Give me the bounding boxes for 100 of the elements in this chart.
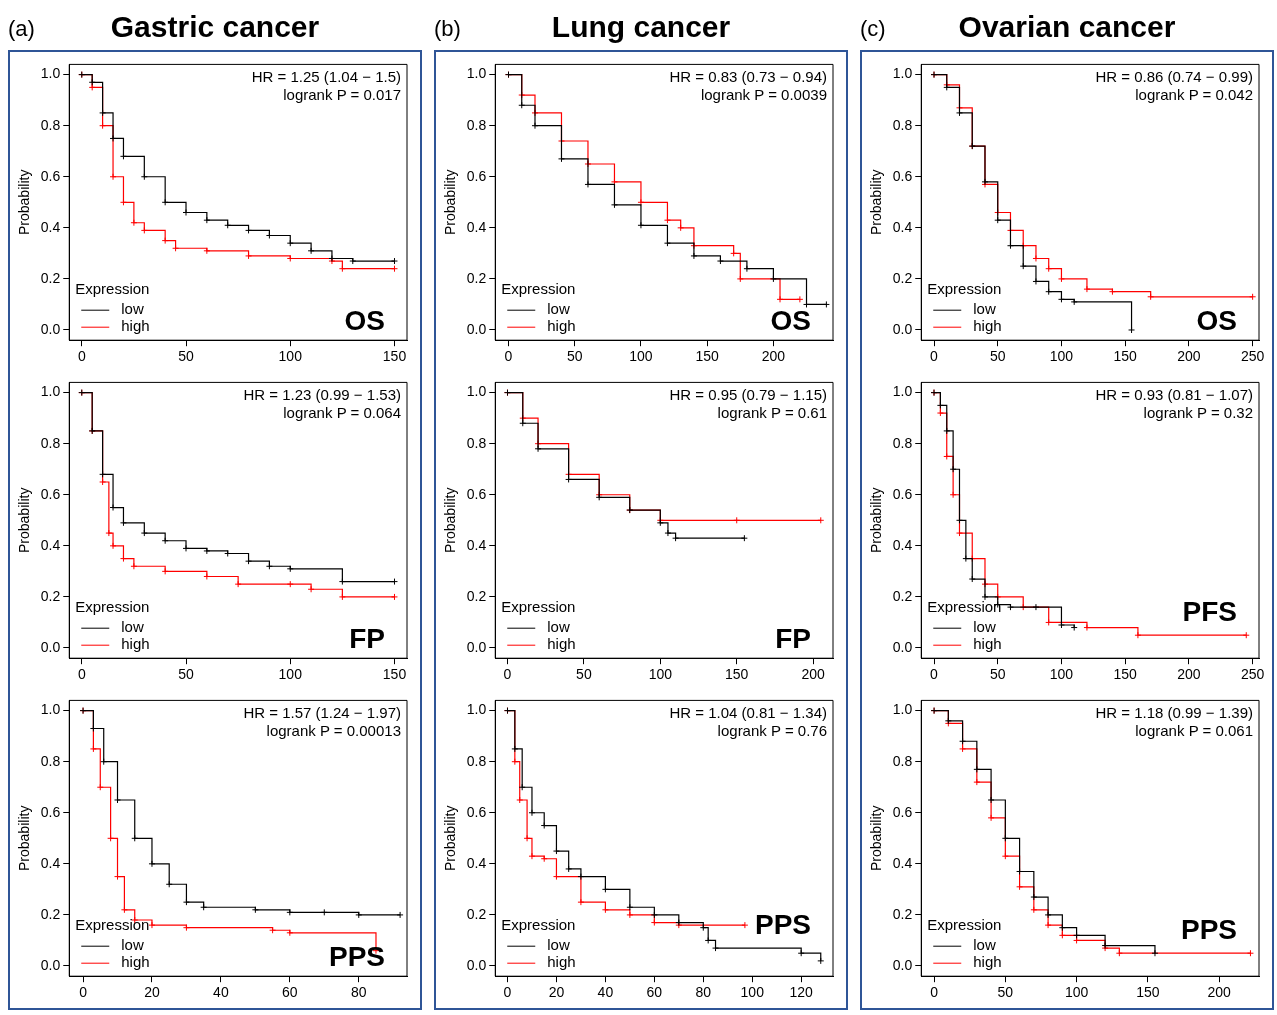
point: [161, 237, 169, 245]
y-axis-title: Probability: [442, 169, 459, 235]
point: [286, 239, 294, 247]
annotation: HR = 0.86 (0.74 − 0.99): [1095, 68, 1253, 86]
point: [130, 562, 138, 570]
x-tick-label: 150: [1113, 666, 1138, 683]
point: [672, 534, 680, 542]
legend-title: Expression: [501, 597, 576, 615]
point: [973, 778, 981, 786]
y-axis-title: Probability: [442, 487, 459, 553]
point: [730, 249, 738, 257]
point: [1057, 621, 1065, 629]
y-tick-label: 0.0: [466, 638, 487, 655]
legend-label: high: [121, 952, 150, 970]
legend-label: low: [121, 617, 144, 635]
x-tick-label: 150: [1113, 348, 1138, 365]
point: [265, 562, 273, 570]
annotation: PPS: [754, 908, 811, 940]
y-axis-title: Probability: [442, 805, 459, 871]
legend-title: Expression: [75, 597, 150, 615]
x-tick-label: 50: [178, 666, 195, 683]
point: [528, 852, 536, 860]
point: [203, 216, 211, 224]
y-tick-label: 0.2: [892, 905, 913, 922]
y-tick-label: 0.6: [892, 167, 913, 184]
y-tick-label: 0.4: [466, 218, 487, 235]
x-tick-label: 100: [648, 666, 673, 683]
y-tick-label: 0.4: [40, 536, 61, 553]
y-tick-label: 0.4: [892, 854, 913, 871]
point: [1016, 883, 1024, 891]
point: [1019, 262, 1027, 270]
y-tick-label: 1.0: [40, 383, 61, 400]
y-tick-label: 0.0: [466, 956, 487, 973]
point: [610, 201, 618, 209]
text: (a): [8, 16, 35, 42]
chart-title: Lung cancer: [551, 10, 731, 43]
point: [165, 880, 173, 888]
point: [99, 122, 107, 130]
x-tick-label: 200: [1177, 666, 1201, 683]
y-tick-label: 0.6: [892, 803, 913, 820]
y-tick-label: 0.0: [40, 956, 61, 973]
annotation: OS: [344, 304, 385, 336]
point: [1045, 618, 1053, 626]
y-tick-label: 0.0: [40, 320, 61, 337]
point: [1045, 288, 1053, 296]
point: [140, 226, 148, 234]
point: [949, 465, 957, 473]
y-tick-label: 0.6: [40, 485, 61, 502]
point: [943, 427, 951, 435]
point: [161, 567, 169, 575]
point: [119, 555, 127, 563]
point: [511, 758, 519, 766]
point: [307, 247, 315, 255]
y-tick-label: 1.0: [892, 383, 913, 400]
point: [516, 796, 524, 804]
point: [1108, 288, 1116, 296]
legend-label: high: [121, 316, 150, 334]
annotation: logrank P = 0.0039: [700, 86, 827, 104]
point: [182, 544, 190, 552]
point: [99, 470, 107, 478]
point: [663, 216, 671, 224]
x-tick-label: 200: [1207, 984, 1231, 1001]
x-tick-label: 40: [213, 984, 229, 1001]
y-tick-label: 0.4: [466, 536, 487, 553]
legend-label: high: [973, 634, 1002, 652]
x-tick-label: 50: [178, 348, 195, 365]
point: [140, 529, 148, 537]
y-axis-title: Probability: [16, 169, 33, 235]
point: [349, 257, 357, 265]
point: [1147, 293, 1155, 301]
annotation: logrank P = 0.017: [283, 86, 401, 104]
point: [88, 78, 96, 86]
point: [577, 898, 585, 906]
point: [626, 903, 634, 911]
x-tick-label: 250: [1240, 666, 1265, 683]
legend-title: Expression: [501, 279, 576, 297]
point: [1044, 911, 1052, 919]
point: [518, 783, 526, 791]
y-tick-label: 0.4: [892, 218, 913, 235]
point: [968, 575, 976, 583]
x-tick-label: 100: [278, 666, 303, 683]
legend-label: low: [547, 935, 570, 953]
x-tick-label: 0: [77, 348, 86, 365]
legend-title: Expression: [927, 597, 1002, 615]
point: [637, 198, 645, 206]
point: [251, 906, 259, 914]
point: [962, 555, 970, 563]
point: [601, 885, 609, 893]
point: [100, 758, 108, 766]
y-tick-label: 0.2: [40, 587, 61, 604]
point: [1032, 277, 1040, 285]
chart-title: Ovarian cancer: [958, 10, 1176, 43]
annotation: HR = 0.93 (0.81 − 1.07): [1095, 386, 1253, 404]
y-tick-label: 1.0: [40, 65, 61, 82]
text: (b): [434, 16, 461, 42]
point: [776, 295, 784, 303]
point: [234, 580, 242, 588]
annotation: logrank P = 0.064: [283, 404, 401, 422]
y-tick-label: 0.8: [892, 752, 913, 769]
x-tick-label: 100: [629, 348, 653, 365]
